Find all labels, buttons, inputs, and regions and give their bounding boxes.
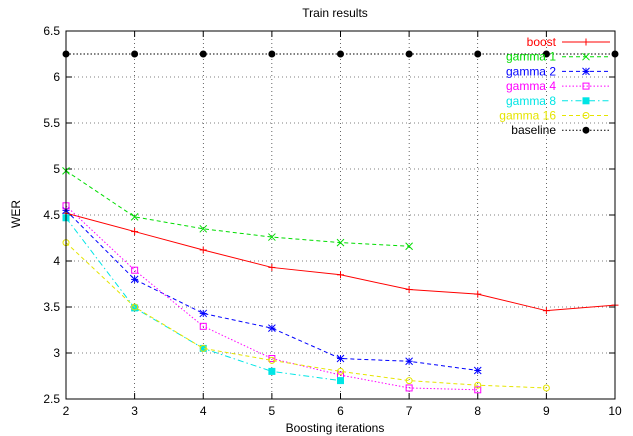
data-point-gamma-16 [131, 303, 139, 311]
grid [66, 31, 615, 399]
data-point-gamma-16 [337, 367, 344, 375]
data-point-gamma-8 [337, 377, 344, 385]
legend-label-gamma-1: gamma 1 [506, 50, 556, 64]
data-point-gamma-4 [131, 266, 139, 274]
data-point-gamma-1 [130, 212, 139, 221]
y-tick-label: 5.5 [43, 116, 60, 130]
data-point-baseline [542, 50, 550, 58]
legend-label-gamma-8: gamma 8 [506, 94, 556, 108]
legend-marker-gamma-1 [582, 52, 590, 61]
x-axis-title: Boosting iterations [286, 421, 385, 435]
legend-label-boost: boost [527, 35, 557, 49]
x-tick-label: 10 [608, 404, 622, 418]
x-tick-label: 6 [337, 404, 344, 418]
data-point-gamma-1 [336, 238, 345, 247]
data-point-gamma-2 [130, 275, 139, 284]
legend-label-baseline: baseline [511, 123, 556, 137]
x-tick-label: 7 [406, 404, 413, 418]
axis-ticks: 2 3 4 5 6 7 8 9 10 2.5 3 3.5 4 4.5 5 5.5 6 6.5 [43, 24, 622, 418]
data-point-gamma-16 [542, 384, 550, 392]
series-gamma-1 [62, 166, 413, 251]
data-point-gamma-1 [405, 242, 413, 251]
data-point-baseline [131, 50, 139, 58]
legend-marker-gamma-16 [582, 112, 590, 119]
data-point-gamma-1 [268, 233, 276, 241]
y-tick-label: 6 [53, 70, 60, 84]
data-point-gamma-2 [199, 309, 208, 318]
x-tick-label: 2 [63, 404, 70, 418]
x-tick-label: 3 [131, 404, 138, 418]
data-point-gamma-4 [405, 384, 413, 392]
y-tick-label: 5 [53, 162, 60, 176]
data-point-gamma-16 [199, 344, 207, 352]
series-line-gamma-16 [65, 242, 547, 389]
data-point-gamma-2 [473, 366, 482, 375]
data-point-gamma-4 [268, 355, 276, 363]
legend-marker-gamma-4 [582, 82, 590, 90]
y-tick-label: 3.5 [43, 300, 60, 314]
series-gamma-16 [62, 239, 550, 392]
plot-series [62, 50, 619, 394]
data-point-gamma-1 [199, 224, 208, 233]
x-tick-label: 5 [269, 404, 276, 418]
x-tick-label: 8 [474, 404, 481, 418]
data-point-gamma-16 [268, 356, 276, 364]
series-line-gamma-1 [65, 170, 410, 247]
x-tick-label: 9 [543, 404, 550, 418]
y-tick-label: 3 [53, 346, 60, 360]
y-tick-label: 2.5 [43, 392, 60, 406]
data-point-baseline [268, 50, 276, 58]
data-point-gamma-2 [268, 324, 276, 333]
y-tick-label: 4.5 [43, 208, 60, 222]
data-point-baseline [337, 50, 344, 58]
data-point-baseline [199, 50, 207, 58]
y-tick-label: 4 [53, 254, 60, 268]
data-point-gamma-2 [405, 357, 413, 366]
chart-title: Train results [302, 6, 368, 20]
data-point-gamma-16 [405, 377, 413, 385]
legend-marker-gamma-2 [582, 67, 590, 76]
data-point-gamma-2 [336, 354, 345, 363]
data-point-gamma-8 [268, 367, 276, 375]
legend-label-gamma-4: gamma 4 [506, 79, 556, 93]
data-point-gamma-16 [474, 381, 482, 389]
y-tick-label: 6.5 [43, 24, 60, 38]
legend-marker-gamma-8 [582, 97, 590, 105]
data-point-baseline [474, 50, 482, 58]
data-point-gamma-4 [199, 322, 207, 330]
y-axis-title: WER [9, 200, 23, 228]
series-boost [62, 209, 619, 315]
data-point-gamma-4 [474, 386, 482, 394]
plot-frame [65, 30, 616, 400]
legend-label-gamma-2: gamma 2 [506, 64, 556, 78]
legend-label-gamma-16: gamma 16 [499, 109, 556, 123]
legend-marker-baseline [582, 126, 590, 134]
x-tick-label: 4 [200, 404, 207, 418]
data-point-baseline [405, 50, 413, 58]
